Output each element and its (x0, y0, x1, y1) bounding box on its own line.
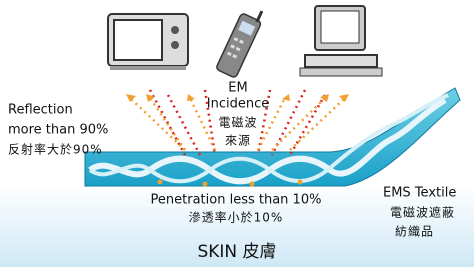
phone-icon (216, 4, 266, 79)
microwave-icon (108, 14, 188, 70)
penetration-label: 滲透率小於10% (189, 210, 284, 225)
computer-icon (300, 6, 382, 76)
skin-label: SKIN 皮膚 (197, 242, 276, 262)
incidence-label: 電磁波 (218, 115, 257, 130)
reflection-label: Reflection (8, 103, 73, 118)
reflection-label: 反射率大於90% (8, 142, 103, 157)
textile-label: 電磁波遮蔽 (390, 205, 455, 220)
textile-label: EMS Textile (383, 186, 456, 201)
incidence-label: Incidence (207, 97, 269, 112)
textile-label: 紡織品 (395, 224, 434, 239)
diagram: EM Incidence 電磁波 來源 Reflection more than… (0, 0, 474, 267)
penetration-label: Penetration less than 10% (151, 193, 322, 208)
incidence-label: 來源 (225, 134, 251, 148)
incidence-label: EM (228, 81, 247, 96)
reflection-label: more than 90% (8, 123, 108, 138)
page: {"incidence": {"lines": ["EM", "Incidenc… (0, 0, 474, 267)
